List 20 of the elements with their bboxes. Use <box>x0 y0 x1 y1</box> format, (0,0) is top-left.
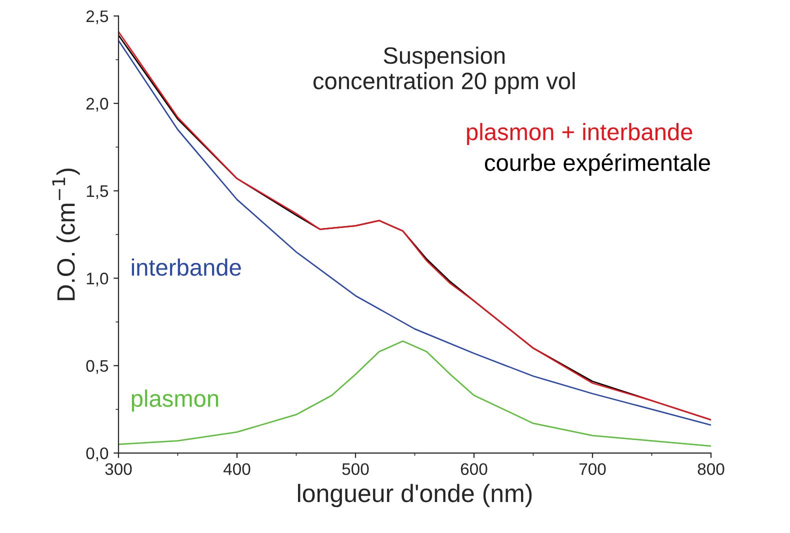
x-tick-label: 600 <box>460 463 488 476</box>
x-tick-label: 500 <box>342 463 369 476</box>
y-tick-label: 1,5 <box>86 185 108 199</box>
y-tick-label: 2,5 <box>86 10 108 24</box>
y-tick-label: 0,5 <box>86 360 108 374</box>
x-tick-label: 800 <box>698 463 724 476</box>
x-tick-label: 400 <box>223 463 250 476</box>
x-tick-label: 300 <box>105 463 132 476</box>
series-label: plasmon <box>132 390 218 412</box>
x-tick-label: 700 <box>579 463 606 476</box>
line-series <box>118 340 711 447</box>
text: courbe expérimentale <box>484 153 710 176</box>
y-axis-title: D.O. (cm$^{−1}$) <box>52 168 80 300</box>
series-label: interbande <box>132 258 241 276</box>
text: Suspension concentration 20 ppm vol <box>313 46 575 94</box>
text: plasmon + interbande <box>467 122 692 145</box>
y-tick-label: 0,0 <box>86 447 108 462</box>
y-tick-label: 2,0 <box>86 98 108 112</box>
y-tick-label: 1,0 <box>86 272 108 286</box>
x-axis-title: longueur d'onde (nm) <box>298 484 532 508</box>
